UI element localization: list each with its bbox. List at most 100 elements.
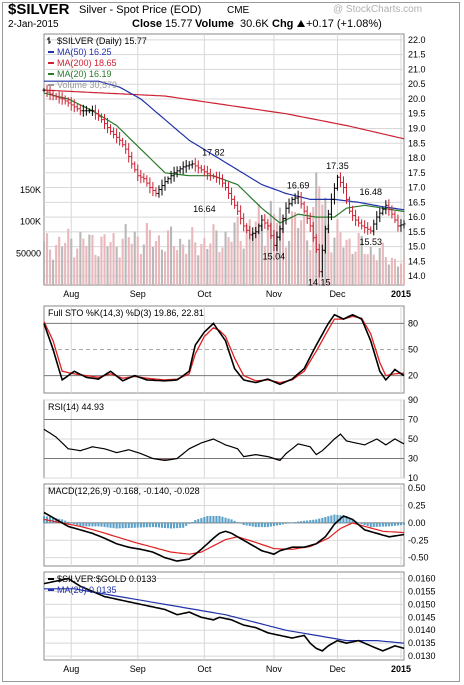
macd-hist-bar: [303, 520, 306, 523]
macd-hist-bar: [327, 516, 330, 523]
macd-hist-bar: [112, 522, 115, 529]
price-annotation: 15.53: [359, 237, 382, 247]
legend-ratio: $SILVER:$GOLD 0.0133: [57, 574, 156, 584]
close-value: 15.77: [165, 18, 193, 30]
macd-hist-bar: [97, 522, 100, 527]
price-annotation: 17.82: [202, 147, 225, 157]
volume-bar: [275, 223, 278, 285]
volume-bar: [387, 264, 390, 285]
price-tick-label: 16.5: [408, 197, 426, 207]
legend-volume: Volume 30,579: [57, 80, 117, 90]
macd-hist-bar: [387, 522, 390, 527]
volume-bar: [294, 212, 297, 285]
macd-hist-bar: [82, 522, 85, 527]
macd-hist-bar: [91, 522, 94, 527]
volume-bar: [154, 241, 157, 285]
legend-ratio_ma: MA(20) 0.0135: [57, 585, 117, 595]
macd-hist-bar: [257, 522, 260, 528]
price-annotation: 14.15: [308, 278, 331, 288]
price-tick-label: 18.0: [408, 153, 426, 163]
price-tick-label: 18.5: [408, 138, 426, 148]
volume-bar: [399, 263, 402, 285]
macd-hist-bar: [227, 518, 230, 523]
macd-hist-bar: [245, 522, 248, 526]
macd-hist-bar: [342, 515, 345, 523]
volume-bar: [251, 232, 254, 285]
volume-bar: [348, 238, 351, 285]
volume-bar: [233, 222, 236, 285]
ratio-panel-box: [43, 571, 405, 661]
volume-bar: [130, 243, 133, 285]
macd-hist-bar: [145, 522, 148, 528]
macd-hist-bar: [351, 519, 354, 523]
macd-hist-bar: [345, 516, 348, 523]
volume-label: Volume: [195, 18, 234, 30]
legend-ma20: MA(20) 16.19: [57, 69, 112, 79]
volume-bar: [145, 223, 148, 285]
date-label: 2-Jan-2015: [8, 19, 59, 30]
macd-hist-bar: [179, 522, 182, 528]
ratio-tick-label: 0.0135: [408, 638, 436, 648]
legend-price: $SILVER (Daily) 15.77: [57, 36, 147, 46]
macd-hist-bar: [297, 521, 300, 523]
sto-tick-label: 80: [408, 318, 418, 328]
macd-hist-bar: [157, 522, 160, 528]
x-axis-label: Nov: [266, 289, 283, 299]
ratio-tick-label: 0.0150: [408, 599, 436, 609]
price-tick-label: 20.0: [408, 94, 426, 104]
macd-hist-bar: [109, 522, 112, 528]
volume-bar: [336, 219, 339, 285]
volume-bar: [315, 172, 318, 285]
volume-bar: [112, 233, 115, 285]
rsi-line: [43, 428, 405, 462]
macd-hist-bar: [115, 522, 118, 529]
volume-bar: [354, 251, 357, 285]
volume-bar: [97, 256, 100, 285]
volume-bar: [157, 235, 160, 285]
macd-hist-bar: [200, 518, 203, 523]
macd-hist-bar: [170, 522, 173, 529]
volume-bar: [115, 246, 118, 285]
volume-bar: [206, 248, 209, 285]
ratio-ma-line: [44, 588, 405, 644]
volume-bar: [239, 241, 242, 285]
chart-header: $SILVER Silver - Spot Price (EOD) CME @ …: [8, 1, 422, 30]
rsi-panel: 90 70 50 30 10 RSI(14) 44.93: [43, 395, 418, 483]
volume-bar: [312, 207, 315, 285]
volume-bar: [375, 260, 378, 285]
macd-hist-bar: [300, 521, 303, 523]
volume-bar: [176, 250, 179, 285]
macd-hist-bar: [399, 522, 402, 526]
legend-ma50: MA(50) 16.25: [57, 47, 112, 57]
volume-bar: [369, 246, 372, 285]
macd-hist-bar: [294, 522, 297, 523]
macd-hist-bar: [251, 522, 254, 527]
rsi-tick-label: 90: [408, 395, 418, 405]
price-tick-label: 19.5: [408, 109, 426, 119]
macd-hist-bar: [318, 518, 321, 523]
macd-hist-bar: [212, 516, 215, 523]
chart-panels: 14.0 14.5 15.0 15.5 16.0 16.5 17.0 17.5 18.0 18.5…: [16, 33, 436, 674]
volume-bar: [230, 241, 233, 285]
volume-bar: [351, 253, 354, 285]
macd-hist-bar: [79, 522, 82, 527]
volume-bar: [124, 224, 127, 285]
x-axis-label: Sep: [130, 289, 146, 299]
volume-tick-label: 150K: [20, 185, 41, 195]
price-annotation: 16.69: [287, 181, 310, 191]
macd-hist-bar: [269, 522, 272, 527]
macd-hist-bar: [55, 518, 58, 523]
macd-hist-bar: [275, 522, 278, 526]
price-tick-label: 21.5: [408, 50, 426, 60]
volume-bar: [285, 247, 288, 285]
price-tick-label: 15.0: [408, 242, 426, 252]
volume-bar: [248, 219, 251, 285]
volume-bar: [73, 257, 76, 285]
macd-hist-bar: [185, 522, 188, 526]
volume-bar: [266, 224, 269, 285]
macd-legend: MACD(12,26,9) -0.168, -0.140, -0.028: [48, 486, 200, 496]
ma20-line: [43, 92, 405, 224]
volume-bar: [167, 230, 170, 285]
